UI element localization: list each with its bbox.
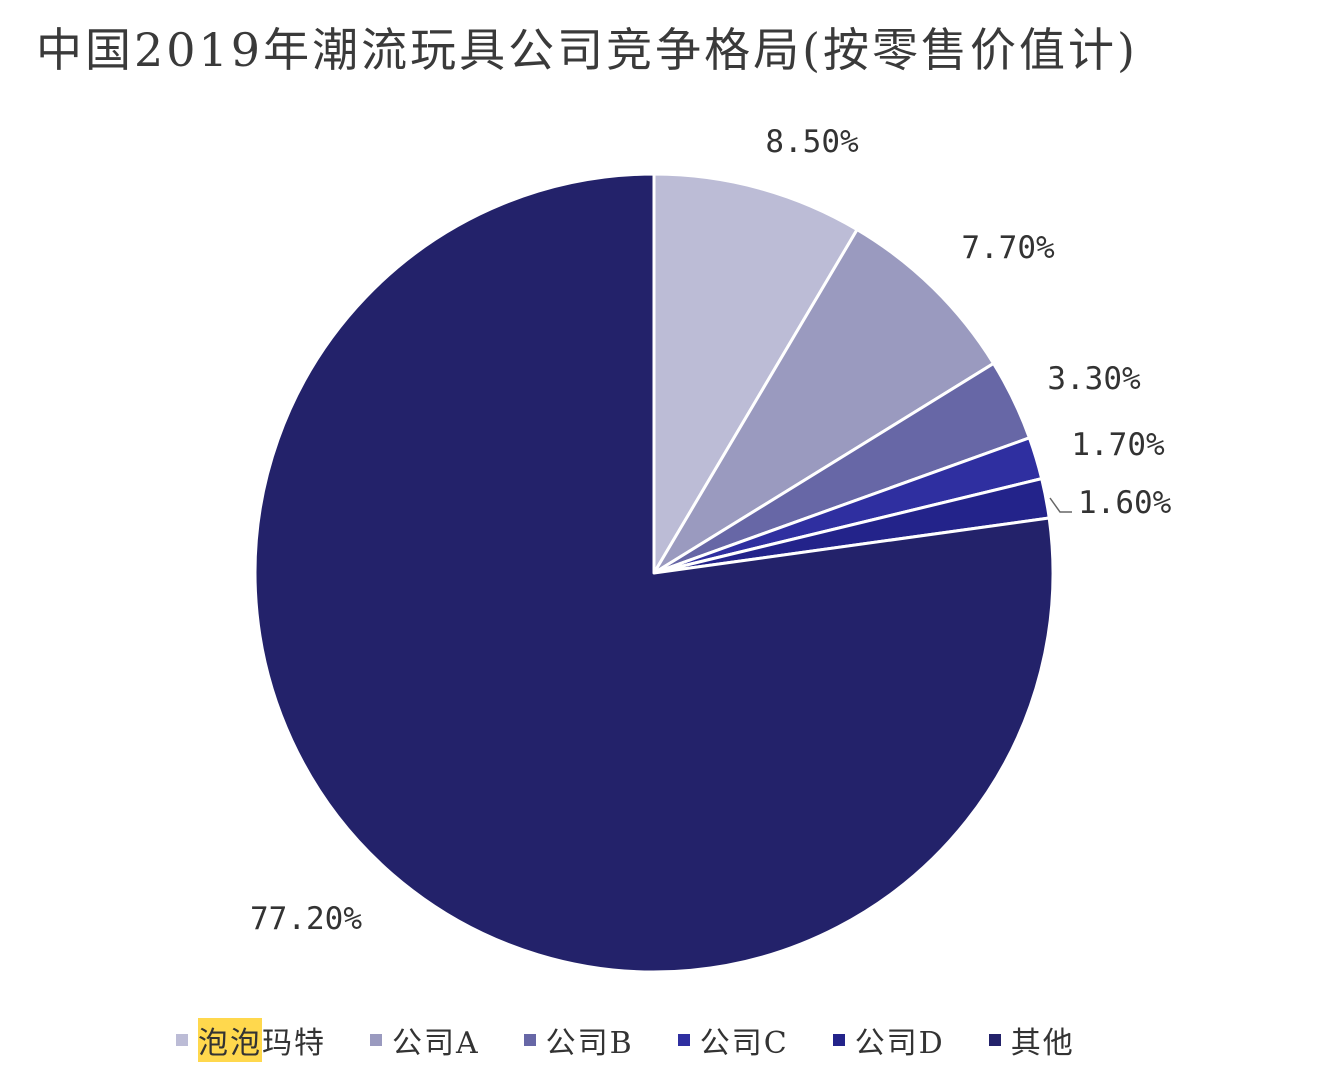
- data-label-6: 77.20%: [250, 901, 362, 937]
- leader-line: [1049, 497, 1072, 513]
- pie-chart: 8.50% 7.70% 3.30% 1.70% 1.60% 77.20%: [250, 124, 1172, 974]
- pie-slice-1: [652, 172, 859, 575]
- legend-item: 公司C: [677, 1018, 789, 1062]
- legend-swatch: [988, 1034, 1001, 1046]
- legend-item: 公司B: [523, 1018, 634, 1062]
- pie-slice-6: [253, 172, 1055, 974]
- legend-swatch: [677, 1034, 690, 1046]
- data-label-2: 7.70%: [961, 230, 1055, 266]
- leader-lines: [1049, 497, 1072, 513]
- legend-label: 其他: [1010, 1026, 1075, 1061]
- legend: 泡泡 玛特 公司A 公司B 公司C 公司D 其他: [176, 1018, 1119, 1062]
- data-labels: 8.50% 7.70% 3.30% 1.70% 1.60% 77.20%: [250, 124, 1172, 937]
- legend-item: 其他: [988, 1018, 1075, 1062]
- legend-swatch: [523, 1034, 536, 1046]
- legend-label-rest: 玛特: [262, 1026, 326, 1061]
- data-label-5: 1.60%: [1078, 485, 1172, 521]
- pie-slice-2: [652, 228, 996, 575]
- data-label-4: 1.70%: [1071, 427, 1165, 463]
- legend-label: 公司C: [699, 1026, 789, 1061]
- legend-item: 公司D: [832, 1018, 945, 1062]
- legend-swatch: [176, 1034, 188, 1046]
- data-label-3: 3.30%: [1047, 361, 1141, 397]
- legend-label: 公司D: [854, 1026, 945, 1061]
- legend-item: 公司A: [370, 1018, 480, 1062]
- legend-label: 公司A: [392, 1026, 480, 1061]
- pie-slices: [253, 172, 1055, 974]
- legend-swatch: [370, 1034, 382, 1046]
- legend-label: 公司B: [545, 1026, 634, 1061]
- legend-item: 泡泡 玛特: [176, 1018, 326, 1062]
- legend-label-highlighted: 泡泡: [198, 1018, 262, 1062]
- legend-swatch: [832, 1034, 845, 1046]
- chart-title: 中国2019年潮流玩具公司竞争格局(按零售价值计): [36, 23, 1138, 77]
- data-label-1: 8.50%: [765, 124, 859, 160]
